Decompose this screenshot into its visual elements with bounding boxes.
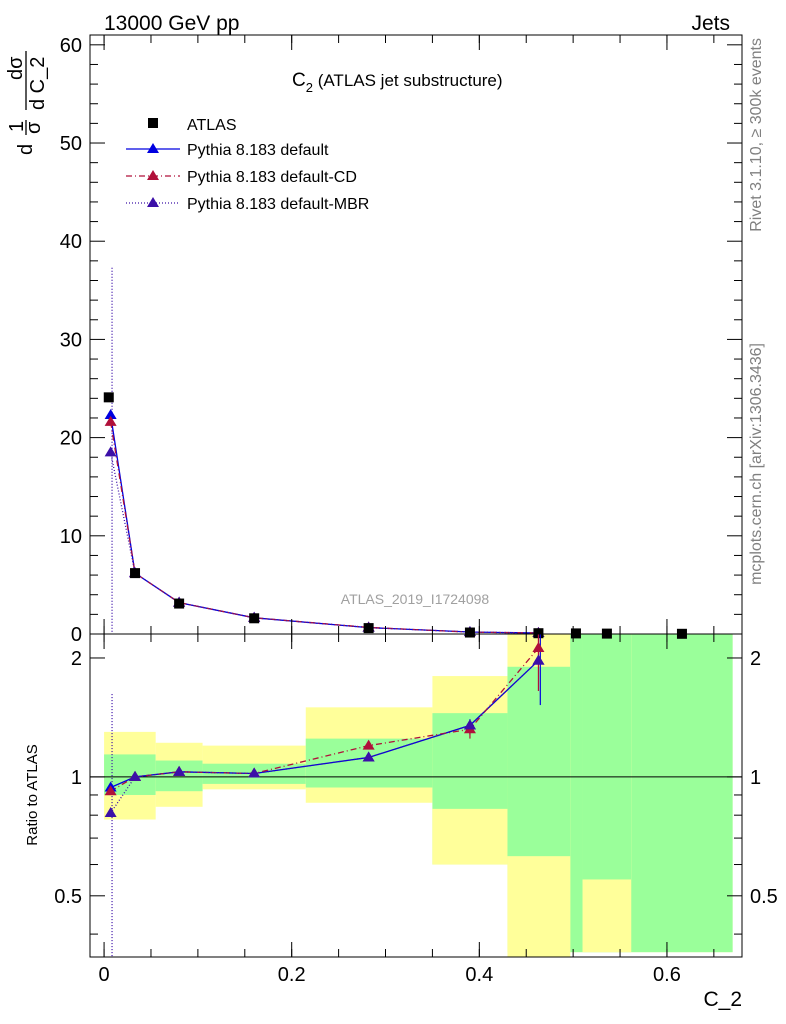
ratio-ytick-label-1: 1 <box>71 767 82 789</box>
y-label-one: 1 <box>6 121 28 132</box>
ratio-panel-frame <box>89 633 743 958</box>
ratio-point-2-6 <box>532 654 545 665</box>
main-ytick-label-3: 30 <box>60 329 82 351</box>
ratio-point-1-0 <box>104 785 117 796</box>
atlas-point-3 <box>249 613 260 624</box>
axes: 0 10 20 30 40 50 60 0 0.2 0.4 0.6 0.5 0.5 1 1 2 2 <box>54 35 778 986</box>
atlas-point-7 <box>570 628 581 639</box>
category-label: Jets <box>691 12 730 35</box>
plot-title: C2 (ATLAS jet substructure) <box>292 70 503 95</box>
legend-mbr-marker <box>147 197 159 207</box>
xtick-label-1: 0.2 <box>278 964 306 986</box>
ratio-point-1-4 <box>362 739 375 750</box>
x-axis-label: C_2 <box>703 988 742 1011</box>
main-panel-marks <box>103 267 687 639</box>
ratio-panel-marks <box>104 634 545 957</box>
atlas-point-4 <box>363 623 374 634</box>
ratio-ytick-label-0: 0.5 <box>54 886 82 908</box>
legend-mbr-label: Pythia 8.183 default-MBR <box>187 196 369 213</box>
legend-default-label: Pythia 8.183 default <box>187 142 329 159</box>
ratio-point-2-5 <box>463 719 476 730</box>
legend: ATLAS Pythia 8.183 default Pythia 8.183 … <box>126 117 369 213</box>
atlas-point-0 <box>103 392 114 403</box>
ratio-point-2-0 <box>104 807 117 818</box>
ratio-point-2-3 <box>248 767 261 778</box>
analysis-id: ATLAS_2019_I1724098 <box>341 591 490 607</box>
yellow-band-lower-5 <box>432 808 508 865</box>
ratio-uncertainty-bands <box>90 634 742 957</box>
rivet-label: Rivet 3.1.10, ≥ 300k events <box>748 38 765 232</box>
legend-default-marker <box>147 143 159 153</box>
plot-title-rest: (ATLAS jet substructure) <box>313 71 503 90</box>
xtick-label-0: 0 <box>99 964 110 986</box>
y-label-d1: d <box>15 144 37 155</box>
ratio-ytick-label-right-1: 1 <box>750 767 761 789</box>
ratio-ytick-label-right-2: 2 <box>750 648 761 670</box>
ratio-point-2-2 <box>173 765 186 776</box>
atlas-point-2 <box>174 598 185 609</box>
main-ytick-label-5: 50 <box>60 133 82 155</box>
atlas-point-6 <box>533 628 544 639</box>
ratio-point-2-4 <box>362 751 375 762</box>
mcplots-label: mcplots.cern.ch [arXiv:1306.3436] <box>748 343 765 585</box>
ratio-ytick-label-2: 2 <box>71 648 82 670</box>
legend-cd-marker <box>147 170 159 180</box>
ratio-point-1-6 <box>532 641 545 652</box>
legend-atlas-marker <box>148 118 158 128</box>
xtick-label-3: 0.6 <box>653 964 681 986</box>
ratio-axis-label: Ratio to ATLAS <box>24 744 41 845</box>
y-axis-label: d 1 σ dσ d C_2 <box>5 51 49 155</box>
legend-atlas-label: ATLAS <box>187 117 237 134</box>
y-label-sigma: σ <box>23 121 45 134</box>
plot-title-subscript: 2 <box>306 80 313 95</box>
energy-label: 13000 GeV pp <box>104 12 239 35</box>
green-band-8 <box>631 634 733 953</box>
green-band-1 <box>155 760 203 792</box>
xtick-label-2: 0.4 <box>465 964 493 986</box>
ratio-ytick-label-right-0: 0.5 <box>750 886 778 908</box>
y-label-dsigma: dσ <box>5 56 27 80</box>
green-band-6 <box>570 634 583 953</box>
main-point-2-0 <box>104 446 117 457</box>
y-label-dc2: d C_2 <box>27 57 49 110</box>
green-band-top-7 <box>570 634 583 667</box>
main-point-1-0 <box>104 415 117 426</box>
main-ytick-label-0: 0 <box>71 624 82 646</box>
legend-cd-label: Pythia 8.183 default-CD <box>187 169 357 186</box>
main-ytick-label-1: 10 <box>60 526 82 548</box>
ratio-point-2-1 <box>129 770 142 781</box>
yellow-low-band-7 <box>582 879 632 953</box>
main-point-0-0 <box>104 409 117 420</box>
yellow-band-lower-6 <box>507 856 571 957</box>
main-ytick-label-4: 40 <box>60 231 82 253</box>
atlas-point-1 <box>130 568 141 579</box>
main-ytick-label-6: 60 <box>60 35 82 57</box>
atlas-point-5 <box>464 627 475 638</box>
plot-title-main: C2 (ATLAS jet substructure) <box>292 70 503 95</box>
main-ytick-label-2: 20 <box>60 428 82 450</box>
